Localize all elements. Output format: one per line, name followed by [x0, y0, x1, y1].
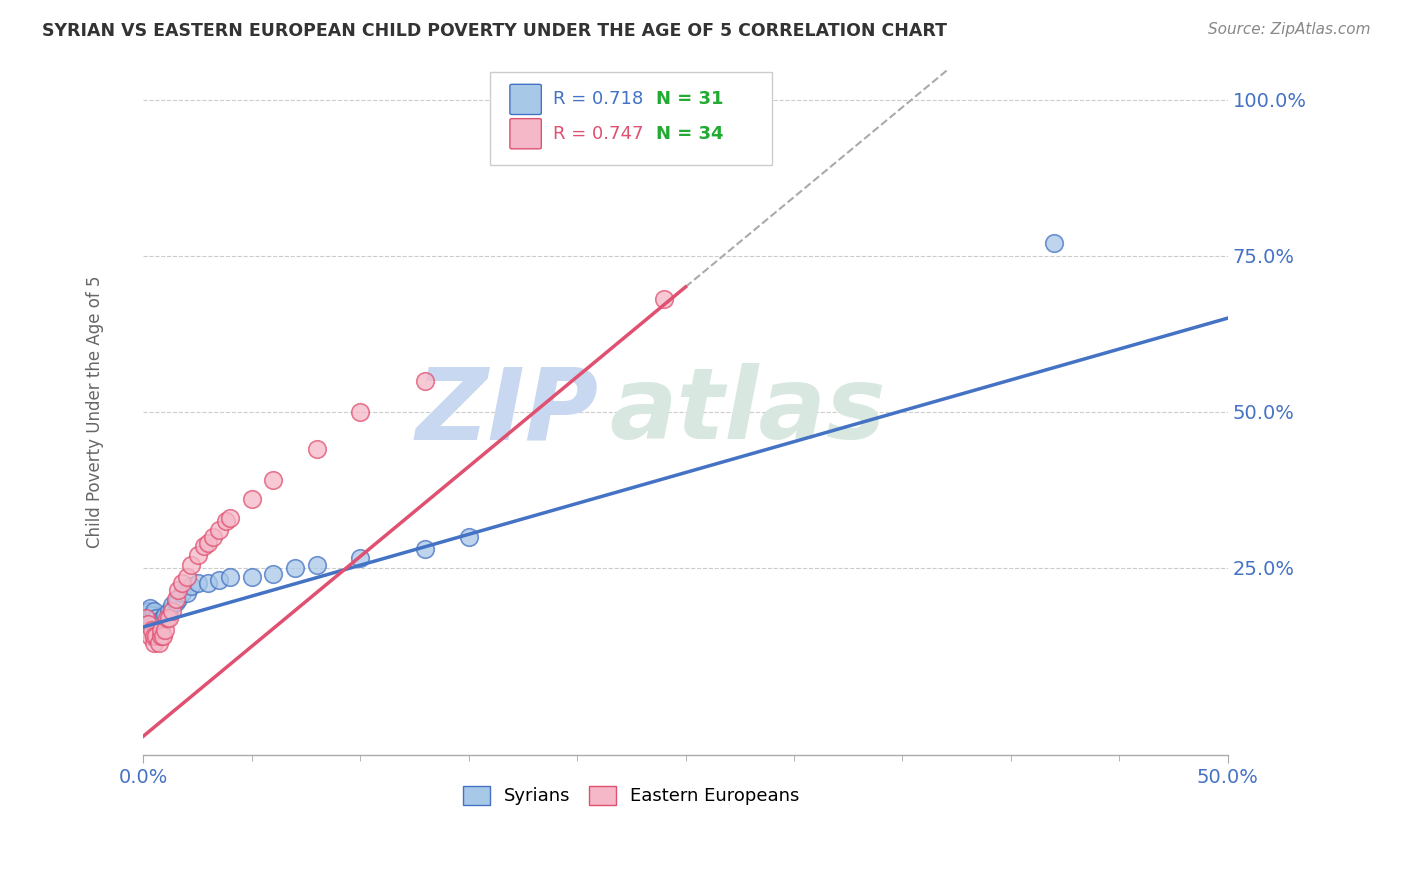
FancyBboxPatch shape	[510, 119, 541, 149]
Point	[167, 582, 190, 597]
Point	[180, 579, 202, 593]
Point	[176, 585, 198, 599]
Point	[139, 604, 162, 618]
Point	[149, 616, 172, 631]
Point	[156, 610, 179, 624]
Point	[134, 607, 156, 622]
Point	[152, 610, 174, 624]
Point	[157, 610, 180, 624]
Text: N = 31: N = 31	[657, 90, 724, 109]
Point	[165, 595, 187, 609]
Point	[219, 510, 242, 524]
Point	[349, 551, 371, 566]
Point	[136, 623, 159, 637]
Point	[305, 558, 328, 572]
Point	[208, 523, 231, 537]
Point	[172, 576, 194, 591]
Point	[136, 616, 159, 631]
Point	[152, 629, 174, 643]
Point	[652, 293, 675, 307]
Point	[141, 623, 163, 637]
Point	[187, 548, 209, 562]
Point	[145, 610, 167, 624]
Point	[148, 635, 170, 649]
Point	[149, 623, 172, 637]
Text: Child Poverty Under the Age of 5: Child Poverty Under the Age of 5	[86, 276, 104, 548]
Text: R = 0.718: R = 0.718	[553, 90, 644, 109]
Point	[457, 529, 479, 543]
Point	[240, 570, 263, 584]
Point	[1043, 236, 1066, 251]
Text: R = 0.747: R = 0.747	[553, 125, 644, 143]
Text: atlas: atlas	[610, 363, 886, 460]
Point	[134, 610, 156, 624]
Point	[153, 607, 176, 622]
Point	[193, 539, 215, 553]
Point	[160, 598, 183, 612]
FancyBboxPatch shape	[491, 72, 772, 165]
Point	[149, 629, 172, 643]
Point	[176, 570, 198, 584]
Point	[201, 529, 224, 543]
Point	[263, 474, 285, 488]
Point	[172, 585, 194, 599]
Point	[148, 614, 170, 628]
Point	[143, 629, 166, 643]
Point	[197, 535, 219, 549]
Point	[240, 491, 263, 506]
Text: ZIP: ZIP	[416, 363, 599, 460]
Point	[219, 570, 242, 584]
Point	[215, 514, 238, 528]
Point	[284, 560, 307, 574]
Legend: Syrians, Eastern Europeans: Syrians, Eastern Europeans	[454, 777, 808, 814]
Point	[139, 601, 162, 615]
Point	[197, 576, 219, 591]
Point	[165, 591, 187, 606]
Point	[413, 374, 436, 388]
Point	[413, 541, 436, 556]
FancyBboxPatch shape	[510, 85, 541, 114]
Text: N = 34: N = 34	[657, 125, 724, 143]
Point	[153, 623, 176, 637]
Text: Source: ZipAtlas.com: Source: ZipAtlas.com	[1208, 22, 1371, 37]
Point	[145, 629, 167, 643]
Point	[141, 607, 163, 622]
Point	[139, 629, 162, 643]
Point	[305, 442, 328, 457]
Point	[136, 604, 159, 618]
Point	[157, 604, 180, 618]
Point	[349, 405, 371, 419]
Point	[143, 635, 166, 649]
Point	[180, 558, 202, 572]
Point	[208, 573, 231, 587]
Point	[160, 604, 183, 618]
Point	[143, 604, 166, 618]
Point	[263, 566, 285, 581]
Text: SYRIAN VS EASTERN EUROPEAN CHILD POVERTY UNDER THE AGE OF 5 CORRELATION CHART: SYRIAN VS EASTERN EUROPEAN CHILD POVERTY…	[42, 22, 948, 40]
Point	[187, 576, 209, 591]
Point	[167, 591, 190, 606]
Point	[143, 610, 166, 624]
